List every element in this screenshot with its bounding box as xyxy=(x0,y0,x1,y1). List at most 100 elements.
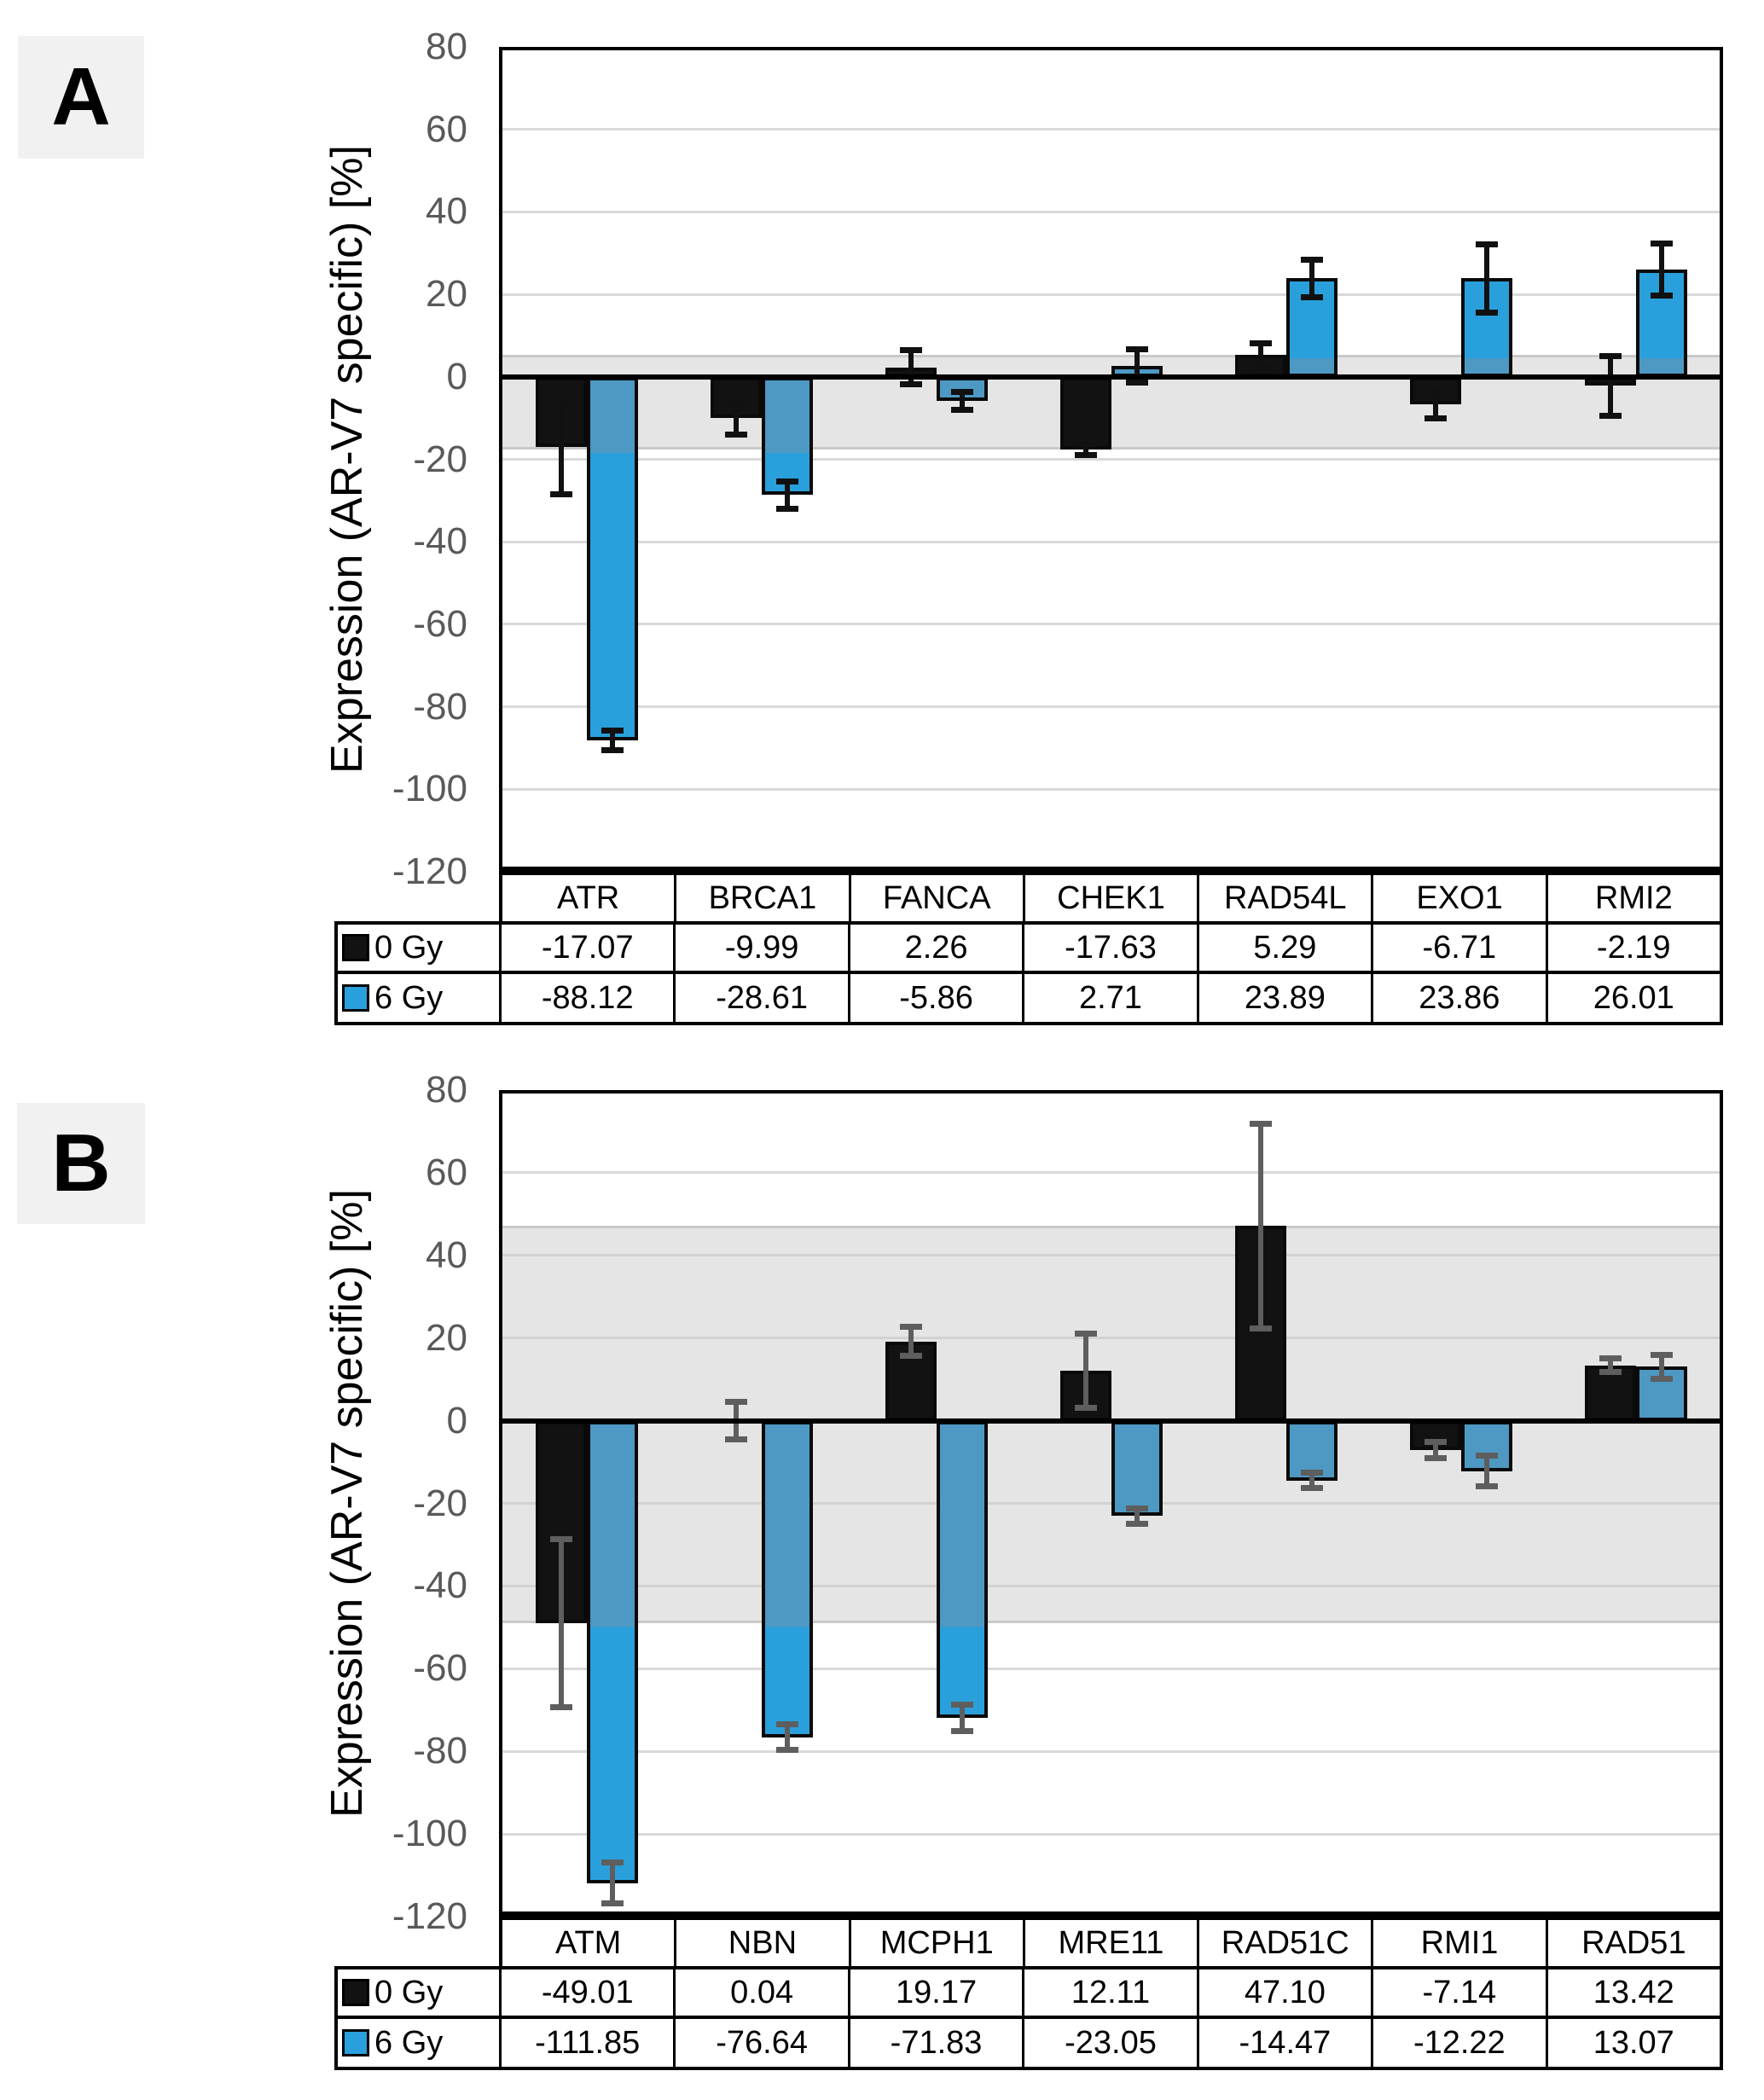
error-bar-0gy-CHEK1 xyxy=(1082,444,1088,455)
y-tick-label-20: 20 xyxy=(426,273,467,316)
error-cap-bottom-0gy-ATR xyxy=(549,491,572,497)
error-bar-6gy-NBN xyxy=(784,1726,790,1749)
error-cap-bottom-6gy-RAD54L xyxy=(1300,294,1323,301)
value-cell-6gy-RAD51: 13.07 xyxy=(1545,2019,1720,2067)
gene-header-cell-RMI2: RMI2 xyxy=(1545,875,1720,921)
legend-swatch-6gy xyxy=(342,984,369,1012)
error-bar-0gy-ATM xyxy=(558,1540,564,1706)
error-bar-6gy-RAD51C xyxy=(1308,1474,1314,1487)
y-tick-label--120: -120 xyxy=(392,1895,467,1937)
error-cap-top-6gy-CHEK1 xyxy=(1125,345,1148,352)
legend-label-6gy: 6 Gy xyxy=(374,979,444,1016)
error-cap-top-6gy-BRCA1 xyxy=(775,478,798,484)
error-bar-6gy-ATR xyxy=(609,732,615,749)
error-cap-top-0gy-EXO1 xyxy=(1424,387,1447,394)
value-cell-6gy-RAD54L: 23.89 xyxy=(1196,974,1371,1022)
bar-6gy-MRE11 xyxy=(1111,1420,1163,1517)
bar-6gy-ATM xyxy=(586,1420,638,1883)
panel-a-label: A xyxy=(18,36,144,159)
bar-6gy-NBN xyxy=(761,1420,813,1737)
gridline--80 xyxy=(499,1749,1723,1753)
gene-header-row: ATR BRCA1 FANCA CHEK1 RAD54L EXO1 RMI2 xyxy=(499,872,1723,925)
legend-cell-6gy: 6 Gy xyxy=(338,2019,499,2067)
value-cell-6gy-EXO1: 23.86 xyxy=(1371,974,1545,1022)
y-tick-label--40: -40 xyxy=(413,1564,467,1607)
value-cell-6gy-NBN: -76.64 xyxy=(673,2019,847,2067)
error-cap-top-6gy-RMI2 xyxy=(1650,241,1673,247)
y-tick-label--100: -100 xyxy=(392,1813,467,1855)
error-cap-top-0gy-FANCA xyxy=(899,347,922,354)
error-bar-0gy-RAD51 xyxy=(1607,1360,1613,1371)
error-cap-top-6gy-RAD54L xyxy=(1300,256,1323,263)
gridline--100 xyxy=(499,1832,1723,1836)
y-tick-label--60: -60 xyxy=(413,1647,467,1690)
error-bar-0gy-FANCA xyxy=(908,351,914,384)
legend-swatch-6gy xyxy=(342,2029,369,2056)
table-row-0gy: 0 Gy -49.01 0.04 19.17 12.11 47.10 -7.14 13.42 xyxy=(334,1966,1723,2019)
error-bar-0gy-ATR xyxy=(558,401,564,493)
error-cap-bottom-0gy-RAD51 xyxy=(1599,1368,1622,1375)
error-cap-top-6gy-RAD51C xyxy=(1300,1470,1323,1476)
bar-6gy-BRCA1 xyxy=(761,376,813,496)
error-cap-top-0gy-ATM xyxy=(549,1536,572,1543)
gridline-60 xyxy=(499,128,1723,131)
error-bar-6gy-FANCA xyxy=(959,392,965,409)
error-bar-6gy-RMI2 xyxy=(1658,245,1664,295)
y-tick-label--120: -120 xyxy=(392,850,467,892)
error-cap-top-0gy-RMI2 xyxy=(1599,352,1622,359)
value-cell-0gy-EXO1: -6.71 xyxy=(1371,925,1545,971)
gridline--80 xyxy=(499,705,1723,709)
error-cap-bottom-0gy-FANCA xyxy=(899,381,922,388)
bar-6gy-ATR xyxy=(586,376,638,740)
value-cell-0gy-BRCA1: -9.99 xyxy=(673,925,847,971)
gene-header-cell-FANCA: FANCA xyxy=(848,875,1023,921)
plot-area-border xyxy=(499,47,1723,872)
error-cap-bottom-6gy-FANCA xyxy=(950,407,973,414)
error-cap-bottom-0gy-EXO1 xyxy=(1424,415,1447,421)
y-tick-label-0: 0 xyxy=(446,1399,467,1442)
error-cap-top-0gy-RAD51 xyxy=(1599,1355,1622,1362)
gridline--60 xyxy=(499,1667,1723,1670)
gridline--40 xyxy=(499,540,1723,543)
error-bar-6gy-CHEK1 xyxy=(1134,350,1140,381)
error-bar-0gy-EXO1 xyxy=(1432,392,1438,417)
value-cell-0gy-ATR: -17.07 xyxy=(499,925,673,971)
y-tick-label--20: -20 xyxy=(413,438,467,480)
y-tick-label--60: -60 xyxy=(413,602,467,645)
error-cap-top-0gy-RMI1 xyxy=(1424,1439,1447,1446)
gridline--60 xyxy=(499,623,1723,626)
error-bar-6gy-BRCA1 xyxy=(784,482,790,508)
y-tick-label--80: -80 xyxy=(413,685,467,728)
y-tick-label-40: 40 xyxy=(426,190,467,233)
error-cap-bottom-6gy-ATM xyxy=(601,1900,624,1907)
error-cap-bottom-0gy-NBN xyxy=(724,1436,747,1442)
value-cell-6gy-RMI1: -12.22 xyxy=(1371,2019,1545,2067)
y-tick-label--40: -40 xyxy=(413,520,467,563)
error-bar-6gy-MCPH1 xyxy=(959,1705,965,1730)
gene-header-cell-MRE11: MRE11 xyxy=(1022,1920,1197,1966)
gene-header-cell-NBN: NBN xyxy=(674,1920,848,1966)
error-cap-top-6gy-NBN xyxy=(775,1721,798,1728)
error-cap-top-6gy-MCPH1 xyxy=(950,1701,973,1708)
error-cap-top-6gy-EXO1 xyxy=(1475,241,1498,247)
error-cap-bottom-0gy-RMI1 xyxy=(1424,1454,1447,1461)
error-bar-6gy-RAD51 xyxy=(1658,1355,1664,1378)
value-cell-6gy-MRE11: -23.05 xyxy=(1022,2019,1196,2067)
value-cell-6gy-RMI2: 26.01 xyxy=(1545,974,1720,1022)
y-tick-label-60: 60 xyxy=(426,1151,467,1193)
y-tick-label--20: -20 xyxy=(413,1482,467,1524)
gene-header-cell-CHEK1: CHEK1 xyxy=(1022,875,1197,921)
y-tick-label--100: -100 xyxy=(392,768,467,810)
legend-cell-0gy: 0 Gy xyxy=(338,925,499,971)
error-bar-6gy-EXO1 xyxy=(1483,245,1489,312)
error-bar-0gy-MRE11 xyxy=(1082,1334,1088,1407)
error-bar-6gy-RAD54L xyxy=(1308,260,1314,297)
error-bar-0gy-RMI1 xyxy=(1432,1443,1438,1457)
error-cap-bottom-6gy-BRCA1 xyxy=(775,505,798,512)
gene-header-cell-RAD51: RAD51 xyxy=(1545,1920,1720,1966)
gridline-20 xyxy=(499,293,1723,296)
gridline-60 xyxy=(499,1171,1723,1175)
error-cap-bottom-0gy-BRCA1 xyxy=(724,431,747,438)
y-tick-label-20: 20 xyxy=(426,1316,467,1359)
panel-b-label: B xyxy=(17,1103,145,1224)
